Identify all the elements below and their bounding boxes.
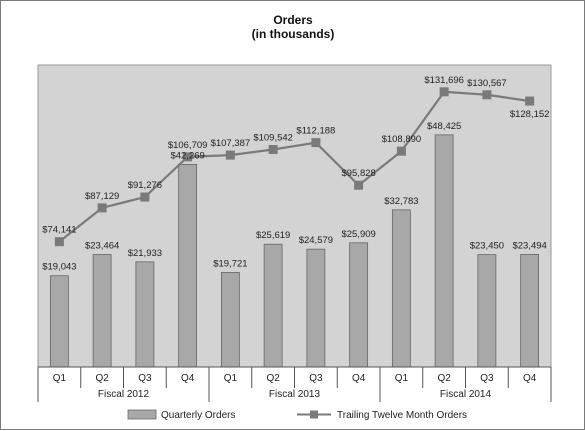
bar-series: [49, 134, 540, 368]
bar-value-label: $19,721: [213, 258, 247, 269]
bar-value-label: $23,464: [85, 241, 119, 252]
legend: Quarterly Orders Trailing Twelve Month O…: [127, 409, 467, 421]
line-value-label: $74,141: [42, 225, 76, 236]
bar-value-label: $24,579: [299, 235, 333, 246]
bar: [349, 242, 369, 368]
quarter-tick-label: Q4: [523, 373, 537, 384]
data-labels: $19,043 $23,464 $21,933 $42,269 $19,721 $25,6…: [42, 75, 549, 273]
line-marker: [311, 138, 321, 148]
bar: [49, 275, 69, 368]
line-value-label: $95,828: [341, 168, 375, 179]
line-value-label: $128,152: [510, 109, 550, 120]
category-axis: Q1 Q2 Q3 Q4 Q1 Q2 Q3 Q4 Q1 Q2 Q3 Q4 Fiscal 2012 Fisca…: [37, 366, 552, 402]
line-marker: [183, 152, 193, 162]
quarter-tick-label: Q4: [352, 373, 366, 384]
bar-value-label: $32,783: [384, 196, 418, 207]
bar: [135, 261, 155, 368]
quarter-tick-label: Q1: [224, 373, 238, 384]
line-marker: [439, 87, 449, 97]
bar: [178, 163, 198, 368]
bar-value-label: $48,425: [427, 121, 461, 132]
line-marker: [354, 180, 364, 190]
line-value-label: $112,188: [296, 126, 335, 137]
bar: [306, 248, 326, 368]
line-marker: [268, 145, 278, 155]
quarter-tick-label: Q2: [437, 373, 451, 384]
bar: [263, 243, 283, 368]
line-marker: [97, 203, 107, 213]
line-value-label: $107,387: [211, 138, 251, 149]
quarter-tick-label: Q3: [480, 373, 494, 384]
quarter-tick-label: Q3: [138, 373, 152, 384]
fiscal-year-label: Fiscal 2013: [269, 389, 321, 400]
line-marker: [525, 96, 535, 106]
quarter-tick-label: Q4: [181, 373, 195, 384]
line-value-label: $130,567: [467, 78, 507, 89]
fiscal-year-label: Fiscal 2012: [98, 389, 150, 400]
legend-bar-swatch: [127, 409, 157, 420]
legend-line-marker: [310, 410, 318, 419]
fiscal-year-label: Fiscal 2014: [440, 389, 492, 400]
quarter-tick-label: Q1: [53, 373, 67, 384]
line-marker: [396, 146, 406, 156]
quarter-tick-label: Q3: [309, 373, 323, 384]
quarter-tick-label: Q2: [266, 373, 280, 384]
line-value-label: $108,890: [382, 134, 422, 145]
bar-value-label: $23,494: [512, 240, 546, 251]
line-value-label: $109,542: [253, 133, 293, 144]
bar-value-label: $25,909: [341, 229, 375, 240]
line-marker: [225, 150, 235, 160]
bar-value-label: $19,043: [42, 262, 76, 273]
chart-title: Orders: [273, 13, 313, 27]
line-value-label: $87,129: [85, 191, 119, 202]
plot-area: [37, 64, 552, 368]
bar: [92, 254, 112, 368]
bar-value-label: $21,933: [128, 248, 162, 259]
line-value-label: $106,709: [168, 140, 208, 151]
bar: [391, 209, 411, 368]
quarter-tick-label: Q1: [395, 373, 409, 384]
bar-value-label: $42,269: [170, 150, 204, 161]
bar-value-label: $25,619: [256, 230, 290, 241]
bar: [477, 254, 497, 368]
bar: [520, 253, 540, 368]
line-value-label: $131,696: [424, 75, 464, 86]
line-series: [54, 87, 535, 247]
quarter-tick-label: Q2: [95, 373, 109, 384]
trailing-line: [58, 90, 530, 243]
line-marker: [140, 192, 150, 202]
line-marker: [482, 90, 492, 100]
legend-line-label: Trailing Twelve Month Orders: [337, 410, 467, 421]
bar: [434, 134, 454, 368]
chart-subtitle: (in thousands): [252, 27, 335, 41]
legend-bar-label: Quarterly Orders: [161, 410, 235, 421]
line-marker: [54, 237, 64, 247]
line-value-label: $91,276: [128, 180, 162, 191]
bar: [220, 272, 240, 368]
bar-value-label: $23,450: [470, 241, 504, 252]
